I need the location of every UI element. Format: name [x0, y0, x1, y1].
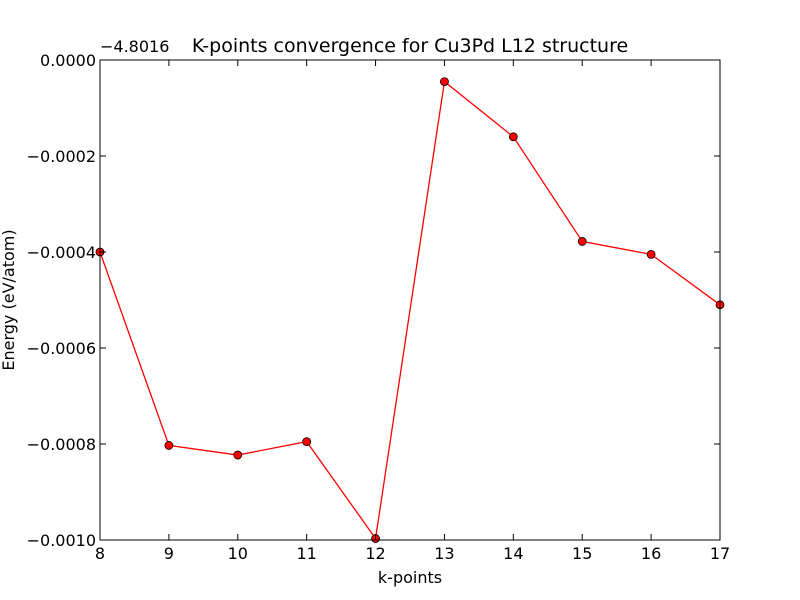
data-point — [646, 249, 656, 259]
x-tick-label: 13 — [434, 544, 454, 563]
x-axis-label: k-points — [378, 568, 442, 587]
x-axis-ticks: 8 9 10 11 12 13 14 15 16 17 — [95, 60, 730, 563]
y-tick-label: 0.0000 — [40, 51, 96, 70]
data-point — [577, 237, 587, 246]
y-tick-label: −0.0006 — [27, 339, 96, 358]
data-point — [302, 437, 312, 447]
plot-frame — [99, 59, 721, 541]
x-tick-label: 10 — [228, 544, 248, 563]
x-tick-label: 9 — [164, 544, 174, 563]
data-point — [233, 450, 243, 460]
series-layer — [95, 77, 725, 543]
x-tick-label: 14 — [503, 544, 523, 563]
data-point — [440, 77, 449, 86]
y-tick-label: −0.0002 — [27, 147, 96, 166]
y-tick-label: −0.0008 — [27, 435, 96, 454]
data-point — [164, 441, 174, 450]
x-tick-label: 15 — [572, 544, 592, 563]
y-axis-label: Energy (eV/atom) — [0, 229, 18, 370]
data-point — [508, 132, 518, 142]
x-tick-label: 11 — [296, 544, 316, 563]
x-tick-label: 17 — [710, 544, 730, 563]
y-tick-label: −0.0004 — [27, 243, 96, 262]
y-tick-label: −0.0010 — [27, 531, 96, 550]
chart-title: K-points convergence for Cu3Pd L12 struc… — [192, 35, 628, 57]
x-tick-label: 16 — [641, 544, 661, 563]
plot-area — [100, 60, 720, 540]
y-offset-label: −4.8016 — [100, 37, 169, 56]
x-tick-label: 12 — [365, 544, 385, 563]
series-line — [99, 80, 721, 541]
x-tick-label: 8 — [95, 544, 105, 563]
y-axis-ticks: 0.0000 −0.0002 −0.0004 −0.0006 −0.0008 −0.001… — [27, 51, 720, 550]
